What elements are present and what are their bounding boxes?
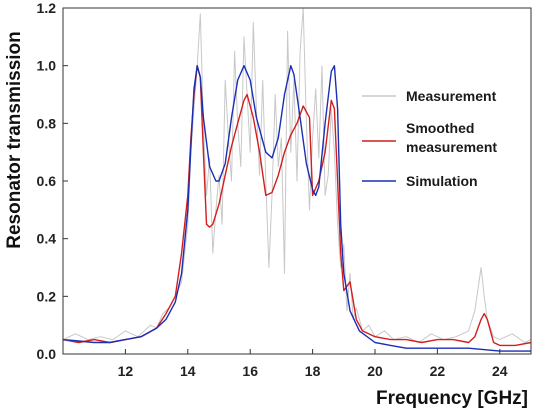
y-tick-label: 0.4 xyxy=(37,231,57,247)
y-tick-label: 0.0 xyxy=(37,346,57,362)
series-layer xyxy=(62,7,532,352)
y-tick-label: 1.2 xyxy=(37,0,57,16)
y-tick-label: 1.0 xyxy=(37,58,57,74)
series-line-smoothed-measurement xyxy=(62,64,532,347)
y-tick-label: 0.2 xyxy=(37,288,57,304)
x-tick-label: 12 xyxy=(118,363,134,379)
y-axis-title: Resonator transmission xyxy=(4,31,25,249)
x-tick-label: 24 xyxy=(492,363,508,379)
legend-label-smoothed: Smoothed measurement xyxy=(406,120,497,155)
x-axis: 12 14 16 18 20 22 24 xyxy=(118,349,508,379)
legend-label-measurement: Measurement xyxy=(406,88,497,104)
y-tick-label: 0.6 xyxy=(37,173,57,189)
x-tick-label: 22 xyxy=(430,363,446,379)
y-tick-label: 0.8 xyxy=(37,115,57,131)
legend-label-simulation: Simulation xyxy=(406,173,478,189)
x-tick-label: 20 xyxy=(367,363,383,379)
x-tick-label: 14 xyxy=(180,363,196,379)
series-line-simulation xyxy=(62,64,531,352)
x-axis-title: Frequency [GHz] xyxy=(376,388,528,409)
x-tick-label: 16 xyxy=(242,363,258,379)
x-tick-label: 18 xyxy=(305,363,321,379)
legend: Measurement Smoothed measurement Simulat… xyxy=(362,88,497,189)
y-axis: 0.0 0.2 0.4 0.6 0.8 1.0 1.2 xyxy=(37,0,68,362)
